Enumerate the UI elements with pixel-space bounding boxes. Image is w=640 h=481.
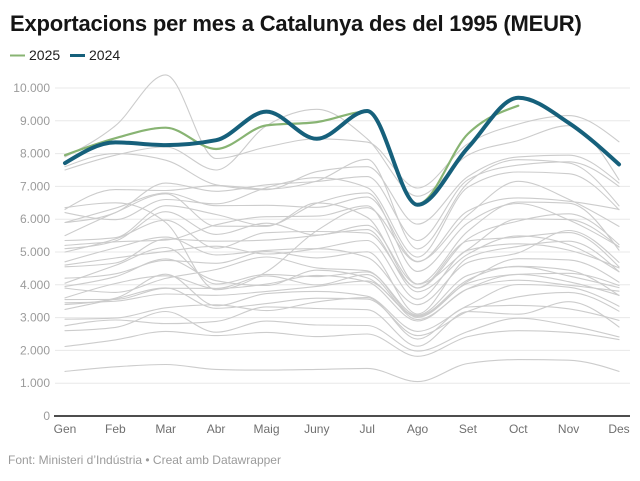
svg-text:Gen: Gen	[54, 422, 77, 436]
svg-text:9.000: 9.000	[20, 114, 50, 128]
svg-text:2024: 2024	[89, 47, 120, 63]
svg-text:Abr: Abr	[207, 422, 226, 436]
svg-text:10.000: 10.000	[13, 81, 50, 95]
svg-text:2.000: 2.000	[20, 343, 50, 357]
svg-text:4.000: 4.000	[20, 278, 50, 292]
svg-text:Exportacions per mes a Catalun: Exportacions per mes a Catalunya des del…	[10, 11, 582, 36]
svg-text:Juny: Juny	[304, 422, 329, 436]
svg-text:Mar: Mar	[155, 422, 176, 436]
svg-text:6.000: 6.000	[20, 212, 50, 226]
svg-text:Set: Set	[459, 422, 478, 436]
svg-text:Des: Des	[608, 422, 629, 436]
svg-text:Ago: Ago	[407, 422, 429, 436]
svg-text:3.000: 3.000	[20, 311, 50, 325]
svg-text:1.000: 1.000	[20, 376, 50, 390]
svg-text:8.000: 8.000	[20, 147, 50, 161]
svg-text:Jul: Jul	[360, 422, 375, 436]
svg-text:Oct: Oct	[509, 422, 528, 436]
svg-text:5.000: 5.000	[20, 245, 50, 259]
svg-text:0: 0	[43, 409, 50, 423]
svg-text:7.000: 7.000	[20, 179, 50, 193]
svg-text:Font: Ministeri d’Indústria •: Font: Ministeri d’Indústria • Creat amb …	[8, 453, 281, 467]
svg-text:Maig: Maig	[253, 422, 279, 436]
svg-text:Nov: Nov	[558, 422, 579, 436]
svg-text:Feb: Feb	[105, 422, 126, 436]
svg-text:2025: 2025	[29, 47, 60, 63]
